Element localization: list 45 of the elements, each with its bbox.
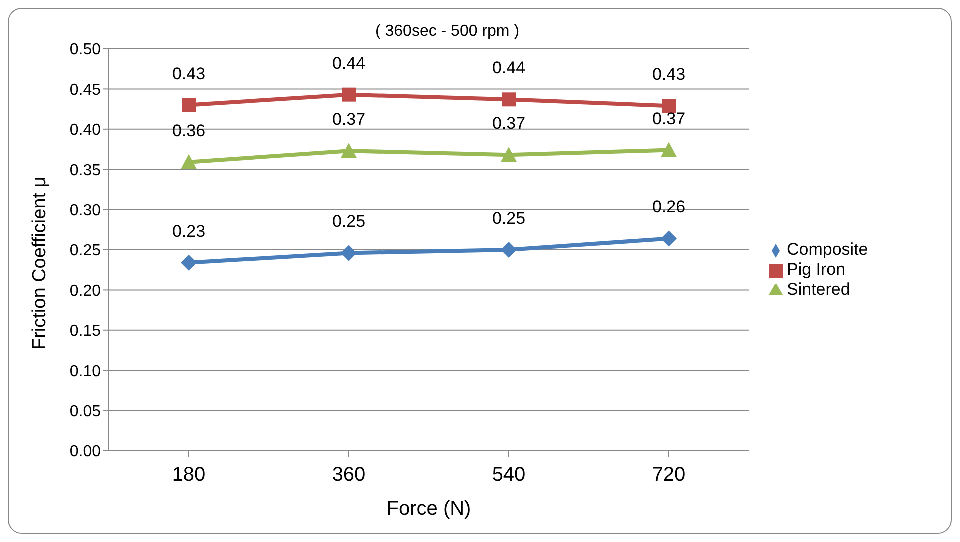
data-label: 0.43 [652,65,686,84]
data-label: 0.44 [492,58,526,78]
point [661,230,677,247]
chart-title: ( 360sec - 500 rpm ) [374,23,521,41]
x-tick-label: 720 [652,464,686,486]
data-label: 0.23 [172,222,206,241]
data-label: 0.26 [652,198,686,217]
data-label: 0.25 [492,209,526,228]
y-tick-label: 0.15 [70,323,102,340]
y-tick-label: 0.35 [70,162,102,180]
y-tick-label: 0.25 [70,242,102,260]
data-label: 0.44 [332,54,366,73]
x-axis-title: Force (N) [386,498,472,520]
y-axis-title: Friction Coefficient μ [30,176,51,350]
point [502,92,516,107]
point [342,88,356,102]
point [661,142,677,158]
data-label: 0.36 [172,121,206,140]
y-tick-label: 0.45 [70,82,102,99]
x-tick-label: 540 [492,464,526,486]
point [181,154,197,170]
data-label: 0.43 [172,64,206,84]
point [341,245,357,262]
y-tick-label: 0.40 [70,122,102,140]
legend-label: Pig Iron [787,260,846,279]
y-tick-label: 0.30 [70,202,102,220]
data-label: 0.37 [652,109,686,128]
x-tick-label: 180 [172,464,206,486]
y-tick-label: 0.50 [70,42,102,59]
y-tick-label: 0.00 [70,444,102,461]
point [182,98,196,112]
y-tick-label: 0.05 [70,403,102,420]
y-tick-label: 0.20 [70,282,102,300]
data-label: 0.37 [332,110,366,130]
data-label: 0.37 [492,114,526,134]
y-tick-label: 0.10 [70,363,102,380]
point [341,143,357,158]
point [501,147,517,162]
x-tick-label: 360 [332,464,366,486]
legend-label: Composite [787,240,868,259]
data-label: 0.25 [332,212,366,232]
point [501,242,517,258]
legend-label: Sintered [787,280,850,299]
point [662,99,676,114]
point [181,254,197,271]
